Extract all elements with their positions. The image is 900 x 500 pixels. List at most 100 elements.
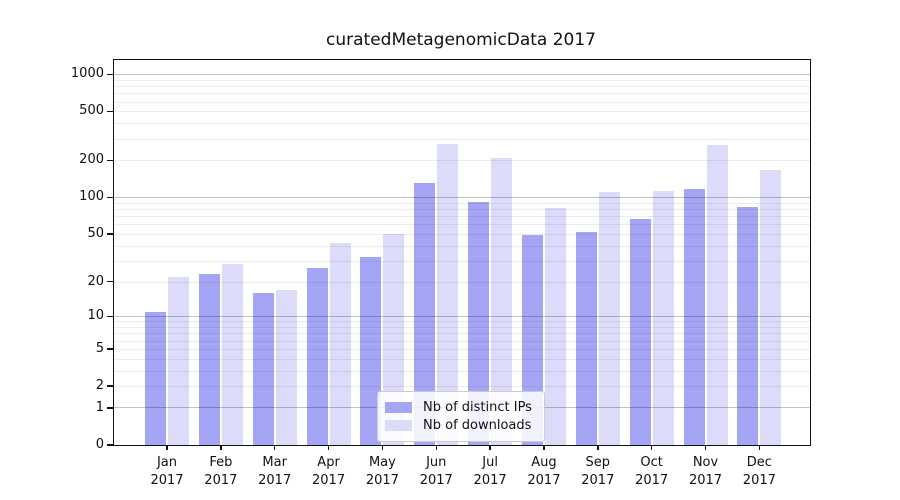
x-tick-mark — [381, 445, 384, 450]
y-tick-label: 1 — [95, 399, 104, 415]
x-tick-month: Sep — [585, 455, 611, 470]
bar-downloads — [652, 191, 674, 445]
x-tick-month: Oct — [640, 455, 663, 470]
x-tick-mark — [489, 445, 491, 450]
legend-swatch — [385, 419, 412, 431]
bar-distinct-ips — [683, 189, 705, 445]
y-tick-label: 100 — [79, 189, 104, 205]
bar-downloads — [168, 276, 189, 445]
bar-downloads — [329, 243, 351, 445]
x-tick-month: Jan — [156, 455, 178, 470]
bar-distinct-ips — [198, 274, 220, 445]
bar-downloads — [598, 191, 620, 445]
y-tick-label: 50 — [87, 226, 104, 242]
bar-downloads — [706, 145, 728, 445]
x-tick-label: Sep 2017 — [566, 454, 630, 490]
bar-downloads — [544, 207, 566, 445]
y-tick-label: 5 — [95, 340, 104, 356]
bar-distinct-ips — [575, 231, 597, 445]
x-tick-label: Mar 2017 — [243, 454, 307, 490]
y-tick-label: 0 — [95, 437, 104, 452]
y-tick-mark — [106, 110, 113, 113]
x-tick-label: Jul 2017 — [458, 454, 522, 490]
bar-distinct-ips — [252, 292, 274, 445]
chart-title: curatedMetagenomicData 2017 — [326, 30, 596, 50]
y-tick-mark — [106, 73, 113, 76]
x-tick-year: 2017 — [419, 473, 453, 488]
x-tick-year: 2017 — [742, 473, 776, 488]
x-tick-label: Oct 2017 — [620, 454, 684, 490]
bar-downloads — [760, 170, 782, 445]
bar-distinct-ips — [145, 311, 166, 445]
bars-layer — [114, 60, 810, 445]
x-tick-year: 2017 — [204, 473, 238, 488]
x-tick-month: Aug — [531, 455, 557, 470]
x-tick-mark — [435, 445, 437, 450]
y-tick-label: 500 — [79, 103, 104, 119]
y-tick-mark — [106, 385, 113, 387]
legend-row: Nb of downloads — [385, 417, 536, 433]
y-tick-mark — [106, 196, 113, 199]
bar-distinct-ips — [414, 183, 436, 445]
y-tick-mark — [106, 159, 113, 162]
y-tick-label: 200 — [79, 152, 104, 168]
x-tick-mark — [758, 445, 761, 450]
y-tick-mark — [106, 233, 113, 235]
bar-downloads — [437, 144, 459, 445]
legend-swatch — [385, 401, 412, 413]
x-tick-mark — [273, 445, 276, 450]
x-tick-mark — [704, 445, 707, 450]
x-tick-year: 2017 — [635, 473, 669, 488]
y-tick-label: 2 — [95, 378, 104, 394]
bar-distinct-ips — [468, 202, 490, 445]
bar-downloads — [491, 158, 513, 445]
x-tick-label: Nov 2017 — [674, 454, 738, 490]
x-tick-year: 2017 — [365, 473, 399, 488]
x-tick-mark — [327, 445, 330, 450]
y-tick-mark — [106, 280, 113, 283]
legend: Nb of distinct IPs Nb of downloads — [377, 391, 545, 442]
x-tick-year: 2017 — [150, 473, 184, 488]
x-tick-mark — [543, 445, 545, 450]
bar-downloads — [221, 264, 243, 445]
x-tick-label: Aug 2017 — [512, 454, 576, 490]
x-tick-month: Dec — [746, 455, 772, 470]
x-tick-month: May — [368, 455, 396, 470]
y-tick-mark — [106, 407, 113, 409]
x-tick-year: 2017 — [581, 473, 615, 488]
plot-area: Nb of distinct IPs Nb of downloads 0 1 2 5 10… — [71, 59, 811, 488]
x-tick-month: Mar — [262, 455, 287, 470]
x-tick-label: Jun 2017 — [404, 454, 468, 490]
y-tick-label: 10 — [87, 308, 104, 324]
x-tick-month: Jun — [426, 455, 447, 470]
bar-distinct-ips — [737, 207, 759, 445]
bar-distinct-ips — [306, 268, 328, 445]
bar-distinct-ips — [629, 218, 651, 445]
x-tick-label: May 2017 — [350, 454, 414, 490]
x-tick-month: Nov — [692, 455, 719, 470]
y-tick-label: 1000 — [70, 66, 104, 82]
x-tick-year: 2017 — [473, 473, 507, 488]
x-tick-mark — [220, 445, 222, 450]
x-tick-year: 2017 — [527, 473, 561, 488]
legend-label: Nb of downloads — [423, 417, 532, 433]
x-tick-label: Apr 2017 — [297, 454, 361, 490]
y-tick-mark — [106, 348, 113, 350]
x-tick-month: Jul — [482, 455, 498, 470]
bar-downloads — [275, 289, 297, 445]
legend-row: Nb of distinct IPs — [385, 399, 536, 415]
bar-distinct-ips — [360, 257, 382, 445]
y-tick-mark — [106, 444, 113, 446]
y-tick-mark — [106, 315, 113, 318]
x-tick-label: Feb 2017 — [189, 454, 253, 490]
x-tick-year: 2017 — [258, 473, 292, 488]
x-tick-month: Apr — [317, 455, 340, 470]
x-tick-label: Dec 2017 — [727, 454, 791, 490]
x-tick-year: 2017 — [688, 473, 723, 488]
x-tick-mark — [166, 445, 168, 450]
x-tick-mark — [597, 445, 599, 450]
x-tick-label: Jan 2017 — [135, 454, 199, 490]
y-tick-label: 20 — [87, 273, 104, 289]
x-tick-mark — [650, 445, 653, 450]
